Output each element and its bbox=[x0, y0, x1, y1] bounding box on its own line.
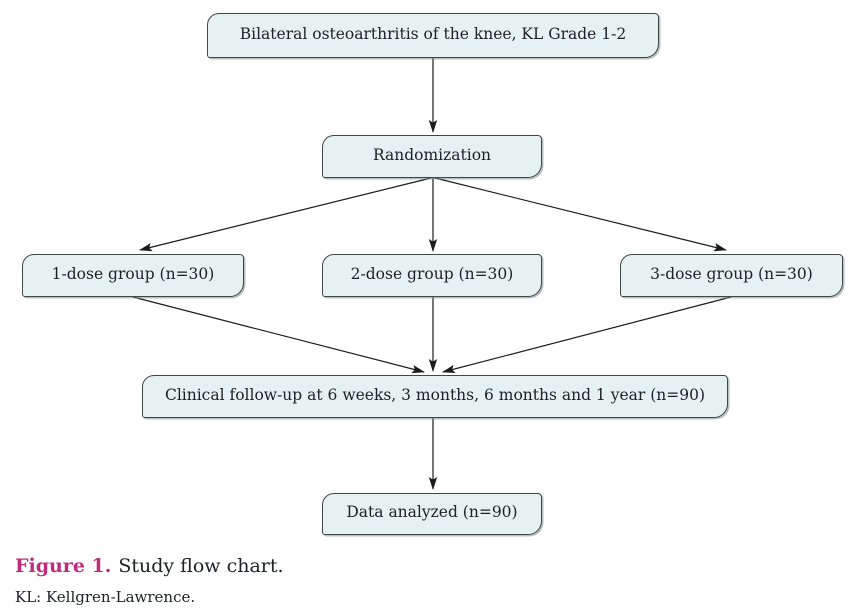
node-dose2-label: 2-dose group (n=30) bbox=[350, 264, 514, 283]
node-randomization: Randomization bbox=[322, 135, 542, 178]
node-condition-label: Bilateral osteoarthritis of the knee, KL… bbox=[239, 24, 627, 43]
node-randomization-label: Randomization bbox=[372, 145, 492, 164]
node-dose3-group: 3-dose group (n=30) bbox=[620, 254, 843, 297]
node-dose1-label: 1-dose group (n=30) bbox=[51, 264, 215, 283]
node-dose3-label: 3-dose group (n=30) bbox=[650, 264, 813, 283]
figure-caption-label: Figure 1. bbox=[15, 555, 112, 577]
node-dose2-group: 2-dose group (n=30) bbox=[322, 254, 542, 297]
node-analyzed-label: Data analyzed (n=90) bbox=[346, 503, 518, 522]
figure-footnote: KL: Kellgren-Lawrence. bbox=[15, 588, 196, 606]
node-followup-label: Clinical follow-up at 6 weeks, 3 months,… bbox=[164, 385, 706, 404]
figure-caption-text: Study flow chart. bbox=[118, 555, 284, 577]
node-data-analyzed: Data analyzed (n=90) bbox=[322, 493, 542, 535]
arrow-dose1-to-followup bbox=[132, 296, 425, 374]
arrow-randomization-to-dose3 bbox=[434, 177, 727, 252]
node-clinical-followup: Clinical follow-up at 6 weeks, 3 months,… bbox=[142, 375, 728, 418]
figure-caption: Figure 1. Study flow chart. bbox=[15, 555, 284, 577]
arrow-randomization-to-dose1 bbox=[139, 177, 432, 252]
arrow-dose3-to-followup bbox=[442, 296, 732, 374]
node-dose1-group: 1-dose group (n=30) bbox=[22, 254, 244, 297]
node-condition: Bilateral osteoarthritis of the knee, KL… bbox=[207, 13, 659, 58]
